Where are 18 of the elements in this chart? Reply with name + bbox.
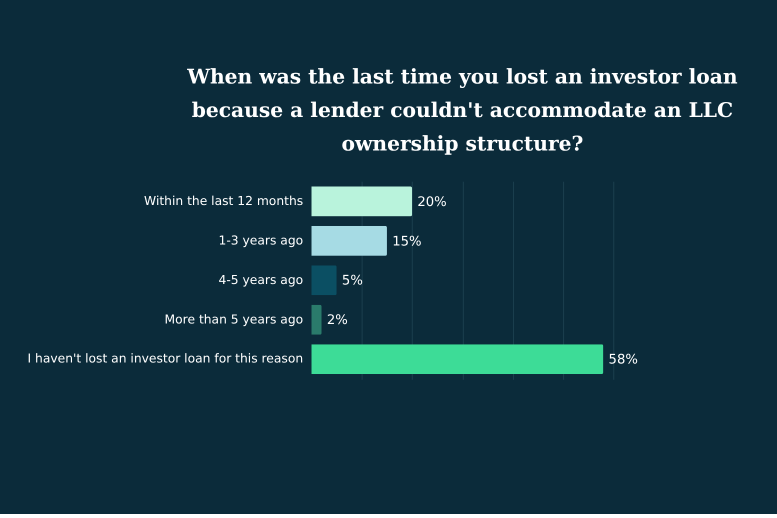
data-label: 58% (608, 352, 638, 368)
bar (312, 304, 322, 335)
y-tick-label: I haven't lost an investor loan for this reason (27, 352, 304, 366)
text: because a lender couldn't accommodate an LLC (192, 98, 734, 122)
bar (312, 344, 604, 374)
bar (312, 265, 337, 296)
y-tick-label: 4-5 years ago (218, 272, 304, 287)
y-tick-label: Within the last 12 months (144, 194, 304, 208)
y-tick-label: More than 5 years ago (164, 312, 304, 326)
text: ownership structure? (341, 132, 584, 156)
bar (312, 226, 387, 256)
data-label: 15% (392, 234, 422, 250)
bar (312, 186, 412, 216)
data-label: 2% (326, 313, 348, 328)
data-label: 20% (417, 194, 447, 210)
y-tick-label: 1-3 years ago (218, 233, 304, 248)
data-label: 5% (342, 274, 363, 289)
text: When was the last time you lost an investor loan (187, 64, 738, 89)
